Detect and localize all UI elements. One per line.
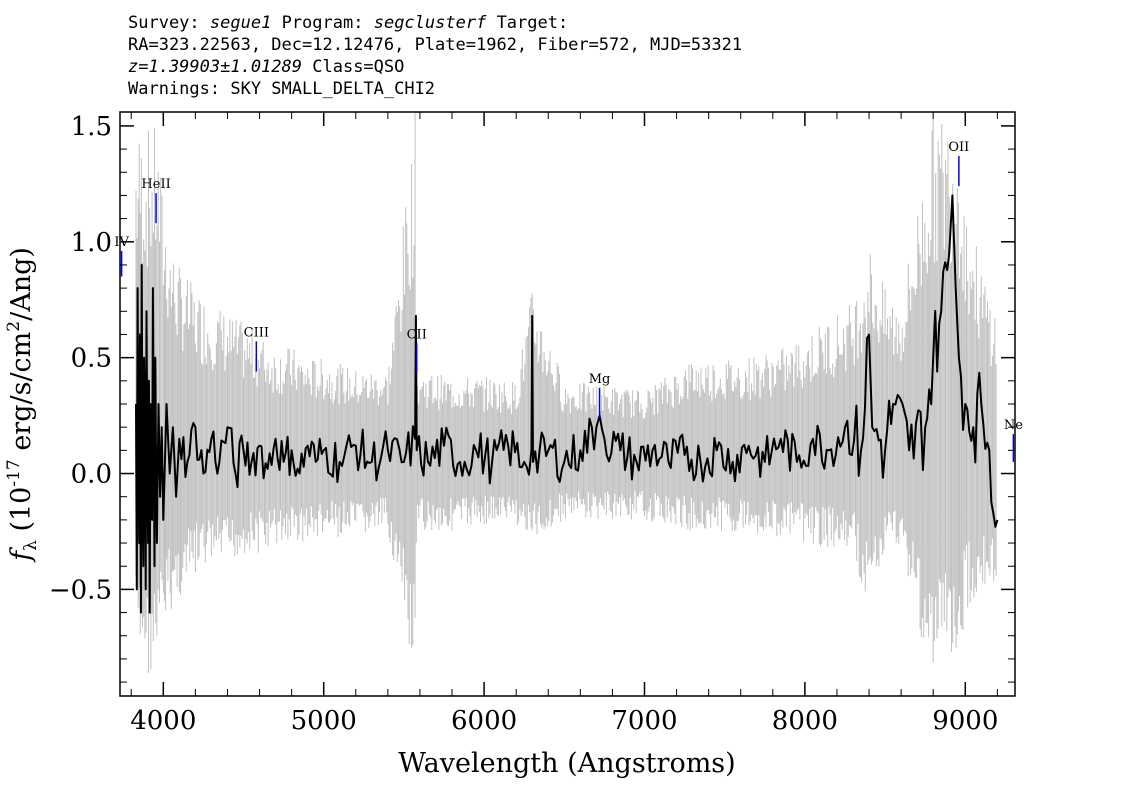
x-tick-label-4: 8000 [772, 706, 838, 736]
header-line-warnings: Warnings: SKY SMALL_DELTA_CHI2 [128, 79, 436, 99]
header-line-coordinates: RA=323.22563, Dec=12.12476, Plate=1962, … [128, 35, 743, 55]
emission-line-markers: IV HeII CIII CII Mg OII Ne [114, 140, 1023, 462]
ylabel-sub: λ [21, 540, 41, 551]
y-tick-label-0: −0.5 [49, 575, 112, 605]
flux-path [135, 194, 999, 614]
line-label-2: CIII [244, 325, 269, 340]
survey-label: Survey: [128, 13, 200, 33]
line-label-3: CII [407, 328, 427, 343]
line-label-6: Ne [1004, 418, 1023, 433]
target-label: Target: [496, 13, 569, 33]
ylabel-sup: -17 [4, 459, 24, 486]
x-tick-label-5: 9000 [932, 706, 998, 736]
ylabel-prefix: f [6, 547, 37, 563]
error-band [135, 112, 997, 674]
x-tick-label-1: 5000 [291, 706, 357, 736]
y-tick-label-1: 0.0 [71, 460, 112, 490]
class-value: Class=QSO [312, 57, 405, 77]
x-tick-label-2: 6000 [451, 706, 517, 736]
y-tick-label-4: 1.5 [71, 112, 112, 142]
line-label-1: HeII [141, 177, 170, 192]
header-line-survey: Survey: segue1 Program: segclusterf Targ… [128, 12, 742, 34]
line-label-4: Mg [589, 372, 611, 387]
survey-name: segue1 [209, 13, 272, 33]
ylabel-end: /Ang) [6, 247, 37, 321]
header-line-redshift: z=1.39903±1.01289 Class=QSO [128, 56, 742, 78]
y-tick-label-3: 1.0 [71, 228, 112, 258]
flux-series [135, 194, 999, 614]
axis-ticks: 4000 5000 6000 7000 8000 9000 −0.5 0.0 0.5 1.0 1.5 [49, 112, 1015, 736]
ylabel-sup2: 2 [4, 321, 24, 332]
error-band-path [135, 112, 997, 674]
y-axis-title: fλ (10-17 erg/s/cm2/Ang) [4, 247, 41, 563]
ylabel-rest: (10 [6, 487, 37, 540]
line-label-0: IV [114, 235, 129, 250]
redshift-value: z=1.39903±1.01289 [128, 57, 302, 77]
line-label-5: OII [948, 140, 969, 155]
spectrum-header: Survey: segue1 Program: segclusterf Targ… [128, 12, 742, 100]
x-axis-title: Wavelength (Angstroms) [398, 748, 735, 779]
x-tick-label-3: 7000 [611, 706, 677, 736]
program-label: Program: [281, 13, 364, 33]
program-name: segclusterf [373, 13, 487, 33]
y-tick-label-2: 0.5 [71, 344, 112, 374]
x-tick-label-0: 4000 [130, 706, 196, 736]
ylabel-tail: erg/s/cm [6, 332, 37, 460]
